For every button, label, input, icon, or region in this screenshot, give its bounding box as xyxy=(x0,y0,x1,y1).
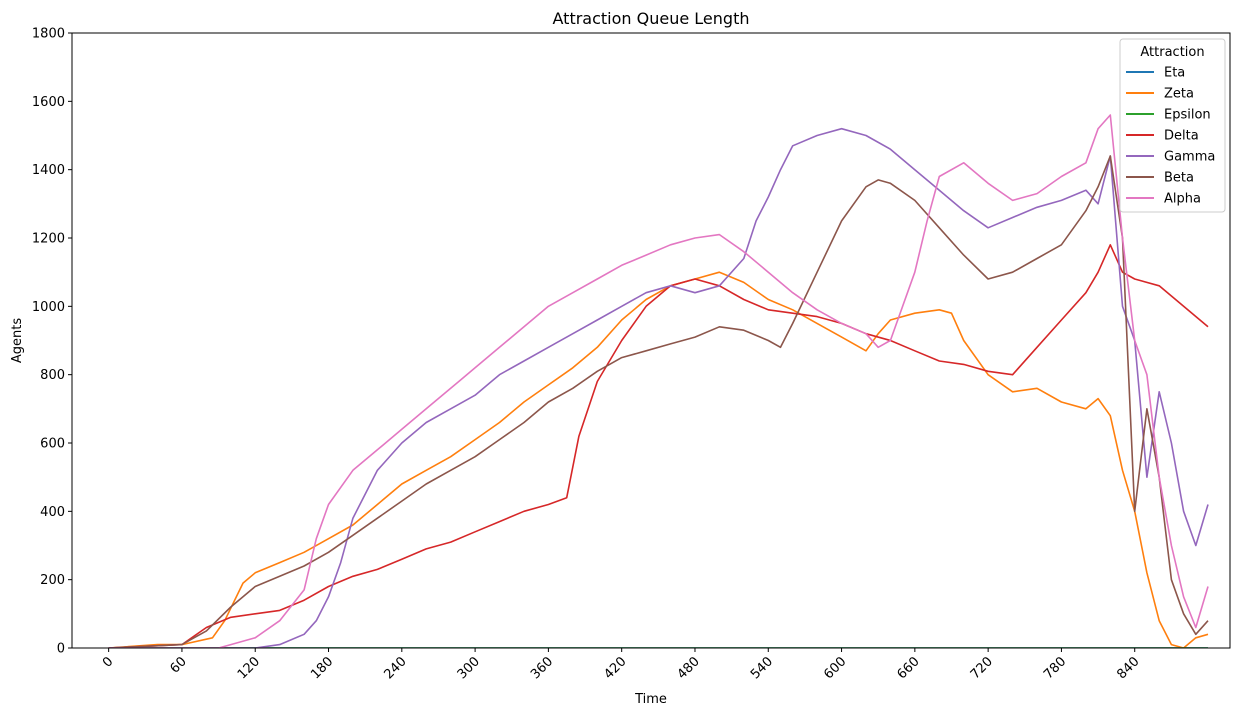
series-line-beta xyxy=(108,155,1209,648)
y-tick-label: 1000 xyxy=(32,300,65,315)
y-axis: 0 200 400 600 800 1000 1200 1400 1600 1800 xyxy=(32,27,72,657)
plot-lines xyxy=(108,114,1209,648)
legend-label-epsilon: Epsilon xyxy=(1164,108,1211,123)
series-line-gamma xyxy=(108,127,1209,648)
y-tick-label: 1800 xyxy=(32,27,65,42)
chart-title: Attraction Queue Length xyxy=(553,9,750,28)
y-axis-title: Agents xyxy=(10,318,25,363)
legend-label-zeta: Zeta xyxy=(1164,87,1194,102)
legend-label-gamma: Gamma xyxy=(1164,150,1215,165)
y-tick-label: 600 xyxy=(40,437,65,452)
y-tick-label: 1200 xyxy=(32,232,65,247)
legend: Attraction Eta Zeta Epsilon Delta Gamma Beta Al… xyxy=(1119,38,1226,213)
y-tick-label: 0 xyxy=(57,642,65,657)
plot-frame xyxy=(71,32,1231,649)
series-line-zeta xyxy=(108,271,1209,648)
x-axis-title: Time xyxy=(634,692,667,707)
y-tick-label: 200 xyxy=(40,573,65,588)
legend-label-alpha: Alpha xyxy=(1164,192,1201,207)
legend-label-beta: Beta xyxy=(1164,171,1194,186)
y-tick-label: 1600 xyxy=(32,95,65,110)
legend-label-delta: Delta xyxy=(1164,129,1199,144)
y-tick-label: 1400 xyxy=(32,163,65,178)
y-tick-label: 400 xyxy=(40,505,65,520)
y-tick-label: 800 xyxy=(40,368,65,383)
legend-box xyxy=(1119,38,1226,213)
legend-title: Attraction xyxy=(1140,45,1204,60)
series-line-delta xyxy=(108,244,1209,648)
legend-label-eta: Eta xyxy=(1164,66,1185,81)
series-line-alpha xyxy=(108,114,1209,648)
